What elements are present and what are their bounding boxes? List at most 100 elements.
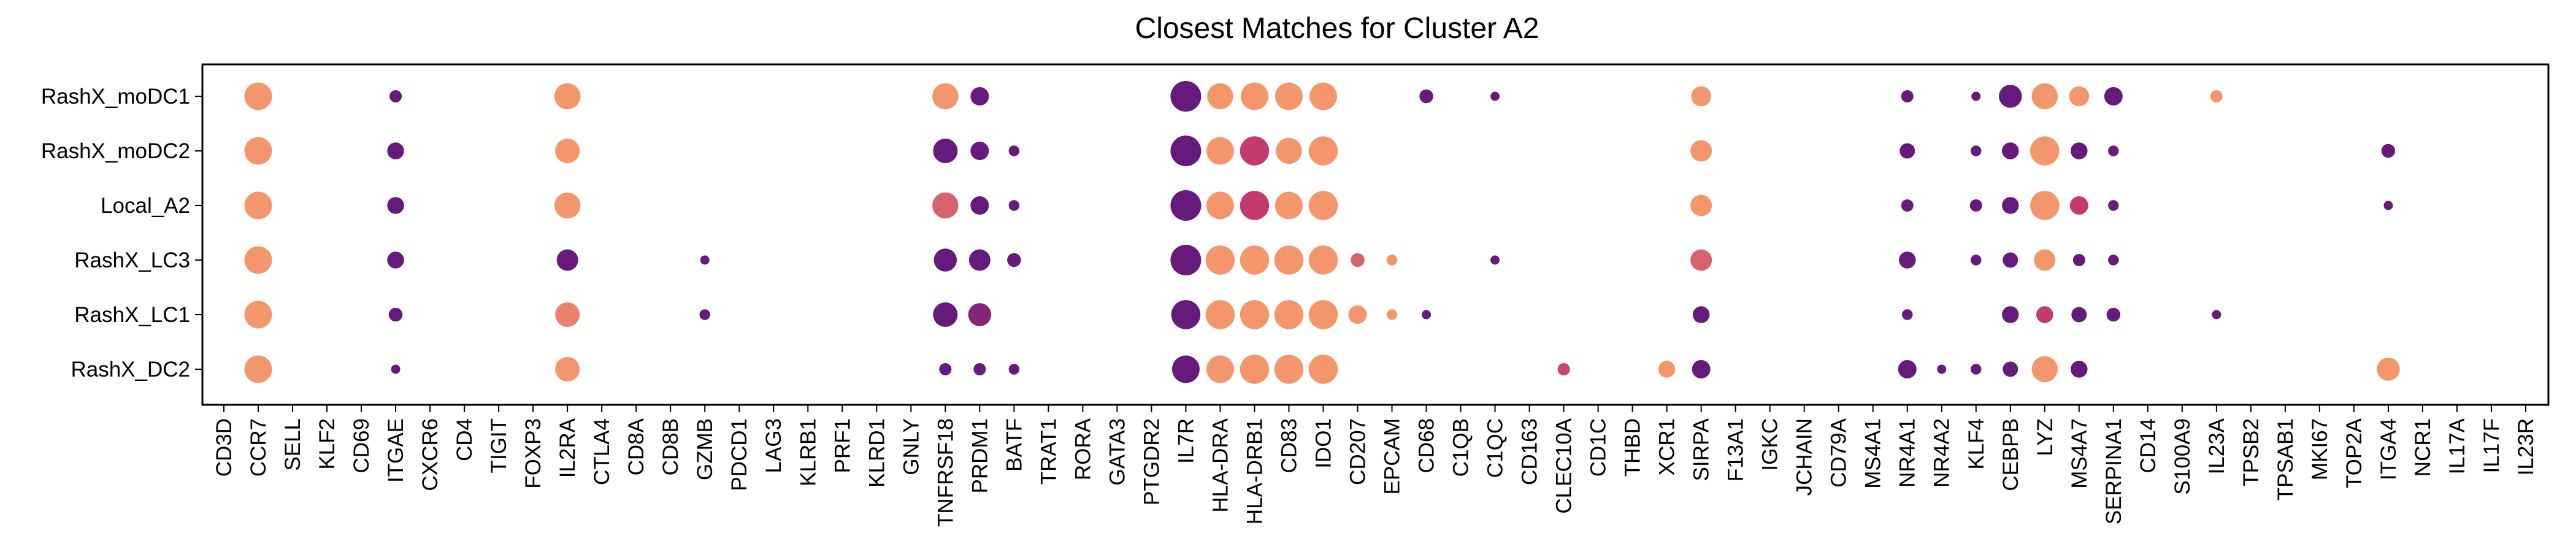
x-tick-label: MKI67	[2308, 418, 2332, 480]
dot	[2071, 307, 2087, 323]
dot	[2034, 249, 2056, 271]
dot	[1419, 89, 1433, 104]
dot	[2069, 86, 2090, 107]
dot	[2108, 200, 2119, 211]
x-tick-label: SELL	[281, 418, 305, 471]
y-tick-label: Local_A2	[101, 194, 190, 218]
x-tick-label: IGKC	[1758, 418, 1782, 471]
dot	[2210, 90, 2223, 102]
x-tick-label: CTLA4	[590, 418, 614, 485]
x-tick-label: CD68	[1415, 418, 1439, 473]
x-tick-label: CXCR6	[418, 418, 442, 491]
dot	[2031, 83, 2058, 110]
x-tick-label: PRDM1	[968, 418, 992, 494]
dot	[1275, 191, 1303, 220]
dot	[1658, 361, 1676, 378]
dot	[554, 192, 581, 219]
dot	[2377, 358, 2400, 381]
dot	[970, 196, 989, 215]
dot	[1901, 309, 1913, 320]
x-tick-label: ITGAE	[384, 418, 408, 483]
dot	[2381, 144, 2396, 158]
dot	[1170, 81, 1202, 112]
dot	[699, 309, 710, 320]
dot	[1275, 82, 1303, 110]
dot	[1240, 355, 1270, 384]
x-tick-label: TPSB2	[2239, 418, 2263, 486]
dot	[387, 197, 404, 214]
dot	[555, 139, 580, 163]
dot	[1240, 245, 1270, 275]
dot	[387, 142, 404, 159]
dot	[1206, 355, 1234, 383]
x-tick-label: S100A9	[2171, 418, 2195, 495]
dot	[555, 357, 580, 381]
dot	[2104, 87, 2123, 105]
dot	[968, 249, 991, 271]
dot	[2108, 145, 2119, 156]
dot	[1171, 355, 1200, 383]
dot	[244, 301, 272, 329]
dot	[1007, 253, 1021, 267]
dot	[933, 302, 958, 327]
dot	[1690, 249, 1712, 271]
dot	[2002, 142, 2019, 159]
dot	[2071, 361, 2088, 378]
x-tick-label: PRF1	[830, 418, 854, 473]
dot	[1971, 145, 1982, 156]
dot	[1971, 91, 1981, 101]
dot	[1276, 137, 1302, 164]
dot	[1240, 82, 1268, 110]
x-tick-label: KLRB1	[796, 418, 820, 486]
dot	[973, 363, 986, 375]
dot	[2002, 197, 2019, 214]
dot	[1274, 300, 1304, 329]
x-tick-label: LYZ	[2033, 418, 2057, 456]
x-tick-label: GATA3	[1105, 418, 1129, 486]
x-tick-label: CD14	[2136, 418, 2160, 473]
x-tick-label: NCR1	[2411, 418, 2435, 477]
dot	[1901, 90, 1914, 102]
dot	[1422, 310, 1432, 320]
dot	[554, 83, 581, 110]
x-tick-label: IDO1	[1311, 418, 1335, 469]
dot	[1240, 191, 1270, 220]
x-tick-label: CD8B	[659, 418, 683, 475]
dot	[1206, 191, 1234, 220]
y-tick-label: RashX_LC1	[74, 303, 190, 327]
dot	[1971, 364, 1982, 375]
x-tick-label: KLF4	[1965, 418, 1988, 470]
x-tick-label: GZMB	[693, 418, 717, 480]
x-tick-label: CEBPB	[1999, 418, 2023, 491]
dot	[1308, 136, 1338, 166]
dot	[932, 83, 959, 110]
dot	[933, 248, 957, 272]
plot-frame	[201, 63, 2550, 406]
y-tick-label: RashX_LC3	[74, 248, 190, 272]
dot	[1171, 300, 1201, 329]
x-tick-label: SIRPA	[1690, 418, 1714, 481]
x-tick-label: CD4	[453, 418, 477, 461]
x-tick-label: CD79A	[1827, 418, 1851, 487]
dot	[970, 87, 989, 105]
dot	[2030, 136, 2060, 166]
dot	[1692, 360, 1711, 378]
dot	[244, 355, 272, 383]
x-tick-label: CD83	[1277, 418, 1301, 473]
y-tick-label: RashX_moDC2	[41, 139, 190, 163]
dot	[1308, 355, 1338, 384]
x-tick-label: GNLY	[899, 418, 923, 475]
dot	[2036, 306, 2053, 323]
dot	[2031, 356, 2058, 383]
dot	[1308, 300, 1338, 329]
x-tick-label: PDCD1	[727, 418, 751, 491]
dot	[933, 139, 958, 163]
x-tick-label: MS4A1	[1861, 418, 1885, 489]
dot	[1898, 360, 1917, 378]
dot	[1386, 309, 1398, 320]
dot	[1309, 82, 1337, 110]
dot	[1205, 300, 1235, 329]
x-tick-label: RORA	[1071, 418, 1095, 480]
x-axis: CD3D CCR7 SELL KLF2 CD69 ITGAE CXCR6 CD4 TIGIT FO…	[212, 405, 2538, 527]
